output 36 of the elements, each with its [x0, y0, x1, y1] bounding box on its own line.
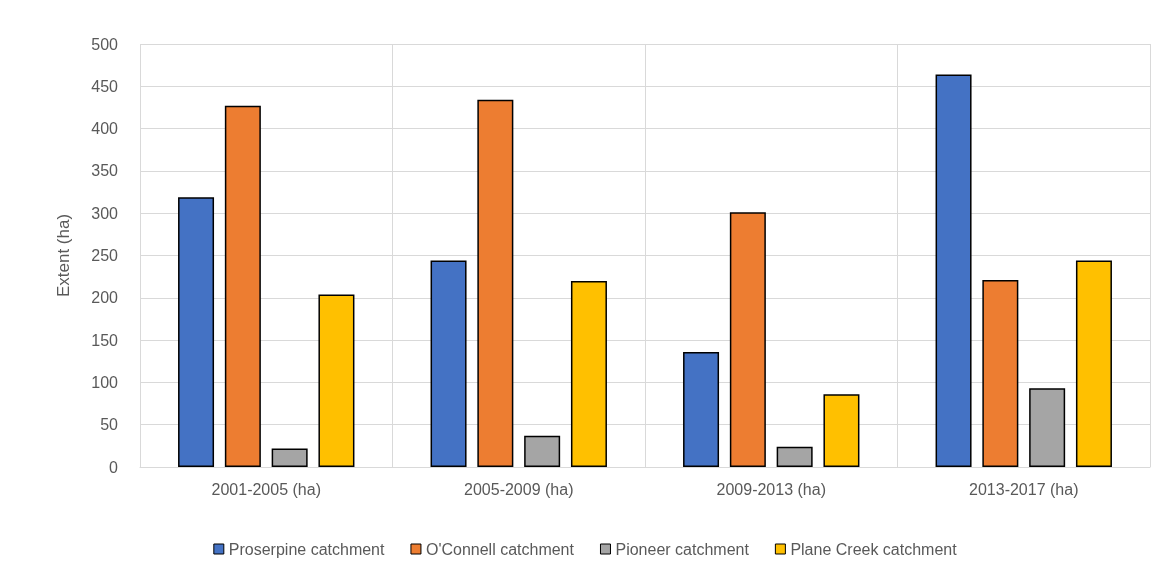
bar	[683, 351, 720, 467]
y-tick-label: 500	[91, 35, 119, 53]
bar	[318, 294, 355, 467]
bar	[178, 197, 215, 467]
bar	[1075, 260, 1112, 467]
y-axis-title: Extent (ha)	[54, 213, 73, 298]
x-tick-label: 2013-2017 (ha)	[969, 480, 1079, 498]
legend-label: Proserpine catchment	[228, 540, 386, 558]
x-tick-label: 2005-2009 (ha)	[464, 480, 574, 498]
bar	[271, 448, 308, 467]
y-tick-label: 200	[91, 289, 119, 307]
y-tick-label: 50	[100, 416, 119, 434]
y-tick-label: 100	[91, 373, 119, 391]
y-tick-label: 350	[91, 162, 119, 180]
y-tick-label: 300	[91, 204, 119, 222]
bar	[935, 74, 972, 467]
bar	[729, 212, 766, 467]
legend-label: O'Connell catchment	[425, 540, 575, 558]
bar	[524, 435, 561, 467]
y-tick-label: 150	[91, 331, 119, 349]
bar	[982, 280, 1019, 467]
bar	[570, 280, 607, 467]
bar	[776, 446, 813, 467]
bar	[823, 394, 860, 467]
y-tick-label: 250	[91, 247, 119, 264]
y-tick-label: 400	[91, 120, 119, 138]
x-tick-label: 2001-2005 (ha)	[211, 480, 321, 498]
legend-label: Pioneer catchment	[615, 540, 750, 558]
x-tick-label: 2009-2013 (ha)	[716, 480, 826, 498]
y-tick-label: 0	[109, 458, 119, 476]
y-tick-label: 450	[91, 77, 119, 95]
bar	[430, 260, 467, 467]
bar	[1029, 388, 1066, 467]
bar	[477, 99, 514, 467]
bar	[224, 105, 261, 467]
legend-label: Plane Creek catchment	[790, 540, 958, 558]
